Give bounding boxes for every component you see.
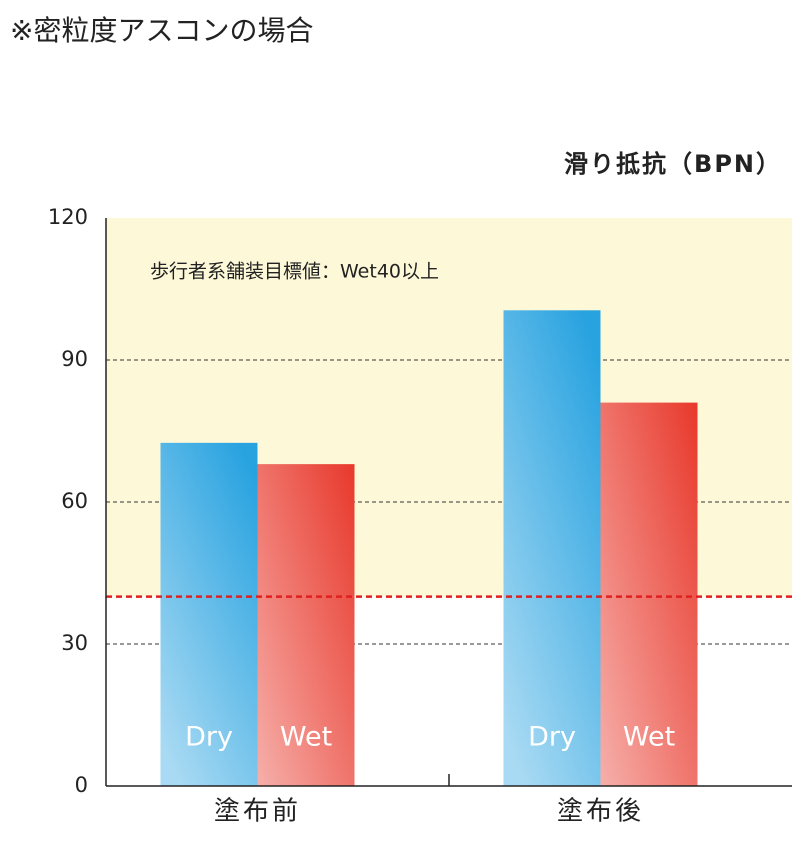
y-tick-label: 30 xyxy=(61,631,88,655)
x-tick-label: 塗布前 xyxy=(214,797,301,827)
bar xyxy=(257,464,355,786)
bar xyxy=(600,402,698,786)
y-axis-label: 滑り抵抗（BPN） xyxy=(564,150,782,178)
y-tick-label: 0 xyxy=(75,773,88,797)
chart-title: ※密粒度アスコンの場合 xyxy=(10,14,313,47)
y-tick-label: 90 xyxy=(61,347,88,371)
bar xyxy=(160,442,258,786)
y-tick-label: 120 xyxy=(48,205,88,229)
bar-label: Wet xyxy=(280,722,332,753)
bar-label: Wet xyxy=(623,722,675,753)
bar-label: Dry xyxy=(185,722,233,753)
bar xyxy=(503,310,601,786)
annotation: 歩行者系舗装目標値：Wet40以上 xyxy=(150,261,439,283)
bar-label: Dry xyxy=(528,722,576,753)
x-tick-label: 塗布後 xyxy=(557,797,644,827)
y-tick-label: 60 xyxy=(61,489,88,513)
